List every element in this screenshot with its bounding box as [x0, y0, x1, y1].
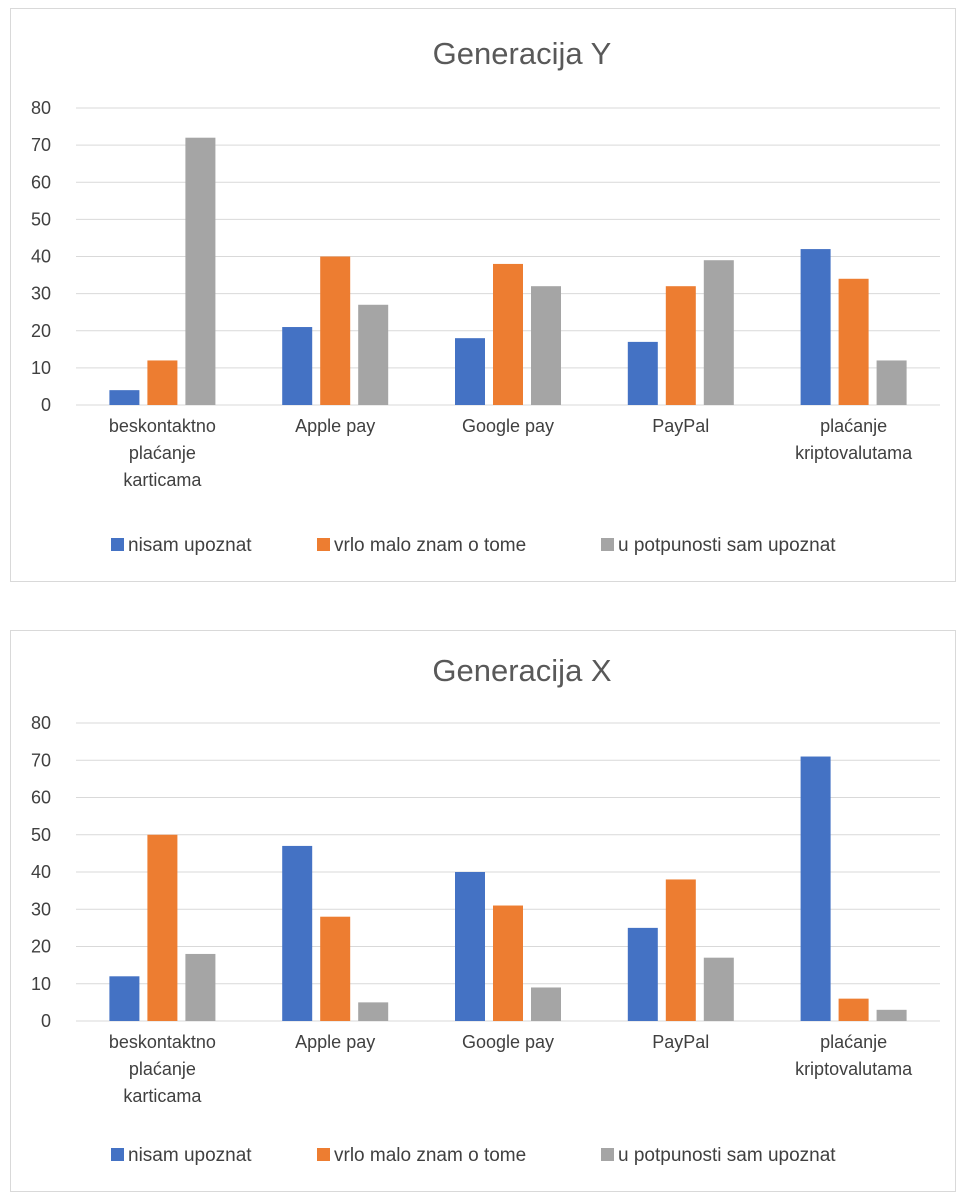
- bar-vrlo-malo-znam-o-tome: [665, 879, 696, 1021]
- y-tick-label: 60: [31, 172, 51, 192]
- x-category-label: Apple pay: [295, 416, 375, 436]
- y-tick-label: 20: [31, 321, 51, 341]
- bar-vrlo-malo-znam-o-tome: [320, 916, 351, 1021]
- chart-generacija-y: Generacija Y 0 10 20 30 40 50 60 70 80 beskontaktn…: [10, 8, 956, 582]
- bar-u-potpunosti-sam-upoznat: [703, 957, 734, 1021]
- bar-vrlo-malo-znam-o-tome: [838, 278, 869, 405]
- bar-u-potpunosti-sam-upoznat: [876, 360, 907, 405]
- chart-title: Generacija X: [432, 653, 612, 688]
- y-tick-label: 60: [31, 788, 51, 808]
- y-tick-label: 0: [41, 395, 51, 415]
- legend-label: vrlo malo znam o tome: [334, 1145, 526, 1166]
- x-category-label: Google pay: [462, 1032, 554, 1052]
- bar-u-potpunosti-sam-upoznat: [185, 137, 216, 405]
- bar-vrlo-malo-znam-o-tome: [838, 998, 869, 1021]
- legend-label: u potpunosti sam upoznat: [618, 535, 836, 556]
- y-tick-label: 40: [31, 862, 51, 882]
- y-tick-label: 70: [31, 750, 51, 770]
- y-tick-label: 30: [31, 284, 51, 304]
- y-tick-label: 50: [31, 209, 51, 229]
- bar-nisam-upoznat: [109, 976, 140, 1021]
- x-category-label: plaćanje: [129, 1059, 196, 1079]
- x-category-label: plaćanje: [129, 443, 196, 463]
- bar-nisam-upoznat: [627, 341, 658, 405]
- bar-u-potpunosti-sam-upoznat: [358, 1002, 389, 1021]
- y-tick-label: 10: [31, 358, 51, 378]
- x-category-label: beskontaktno: [109, 416, 216, 436]
- x-category-label: beskontaktno: [109, 1032, 216, 1052]
- bar-vrlo-malo-znam-o-tome: [320, 256, 351, 405]
- x-category-label: karticama: [123, 1086, 202, 1106]
- legend-label: u potpunosti sam upoznat: [618, 1145, 836, 1166]
- x-category-label: Google pay: [462, 416, 554, 436]
- bar-vrlo-malo-znam-o-tome: [665, 286, 696, 405]
- bar-u-potpunosti-sam-upoznat: [531, 286, 561, 405]
- bar-nisam-upoznat: [800, 249, 831, 405]
- legend-label: vrlo malo znam o tome: [334, 535, 526, 556]
- bar-vrlo-malo-znam-o-tome: [493, 905, 523, 1021]
- y-tick-label: 80: [31, 713, 51, 733]
- legend-swatch: [317, 1148, 330, 1161]
- bar-u-potpunosti-sam-upoznat: [358, 304, 389, 405]
- y-tick-label: 30: [31, 899, 51, 919]
- legend-swatch: [111, 538, 124, 551]
- y-tick-label: 70: [31, 135, 51, 155]
- legend-swatch: [601, 538, 614, 551]
- x-category-label: PayPal: [652, 1032, 709, 1052]
- bar-vrlo-malo-znam-o-tome: [147, 834, 178, 1021]
- bar-u-potpunosti-sam-upoznat: [185, 953, 216, 1021]
- chart-generacija-x: Generacija X 0 10 20 30 40 50 60 70 80 beskontaktn…: [10, 630, 956, 1192]
- legend-swatch: [111, 1148, 124, 1161]
- x-category-label: karticama: [123, 470, 202, 490]
- y-tick-label: 80: [31, 98, 51, 118]
- bar-nisam-upoznat: [800, 756, 831, 1021]
- legend-swatch: [317, 538, 330, 551]
- y-tick-label: 50: [31, 825, 51, 845]
- chart-generacija-y-svg: Generacija Y 0 10 20 30 40 50 60 70 80 beskontaktn…: [31, 36, 940, 556]
- chart-title: Generacija Y: [433, 36, 612, 71]
- y-tick-label: 0: [41, 1011, 51, 1031]
- bar-nisam-upoznat: [455, 338, 485, 405]
- bar-u-potpunosti-sam-upoznat: [703, 260, 734, 405]
- legend-swatch: [601, 1148, 614, 1161]
- y-tick-label: 20: [31, 937, 51, 957]
- x-category-label: Apple pay: [295, 1032, 375, 1052]
- x-category-label: plaćanje: [820, 1032, 887, 1052]
- bar-nisam-upoznat: [282, 327, 313, 405]
- y-tick-label: 40: [31, 247, 51, 267]
- bar-u-potpunosti-sam-upoznat: [531, 987, 561, 1021]
- bar-u-potpunosti-sam-upoznat: [876, 1009, 907, 1021]
- x-category-label: kriptovalutama: [795, 1059, 913, 1079]
- legend-label: nisam upoznat: [128, 535, 252, 556]
- x-category-label: plaćanje: [820, 416, 887, 436]
- bar-nisam-upoznat: [282, 845, 313, 1021]
- chart-generacija-x-svg: Generacija X 0 10 20 30 40 50 60 70 80 beskontaktn…: [31, 653, 940, 1166]
- x-category-label: kriptovalutama: [795, 443, 913, 463]
- x-category-label: PayPal: [652, 416, 709, 436]
- y-tick-label: 10: [31, 974, 51, 994]
- bar-vrlo-malo-znam-o-tome: [147, 360, 178, 405]
- bar-vrlo-malo-znam-o-tome: [493, 263, 523, 405]
- bar-nisam-upoznat: [627, 927, 658, 1021]
- bar-nisam-upoznat: [455, 872, 485, 1021]
- bar-nisam-upoznat: [109, 390, 140, 405]
- legend-label: nisam upoznat: [128, 1145, 252, 1166]
